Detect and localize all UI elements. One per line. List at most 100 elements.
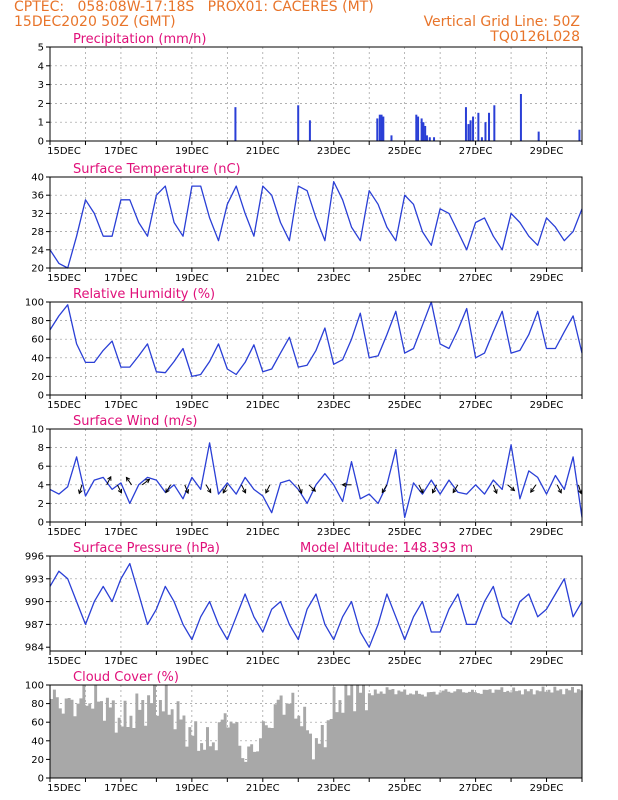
panel-rh: 0 20 40 60 80 100 15DEC 17DEC 19DEC 21DEC 23DEC 25D… <box>25 287 583 411</box>
wind-arrow-shaft <box>432 484 438 494</box>
header-grid-note: Vertical Grid Line: 50Z <box>423 14 580 30</box>
precip-bar <box>417 116 420 141</box>
x-tick-label: 25DEC <box>388 146 422 157</box>
panel-title: Relative Humidity (%) <box>73 287 215 302</box>
wind-arrow-head <box>206 488 212 494</box>
wind-arrow-shaft <box>530 484 537 493</box>
panel-title: Surface Temperature (nC) <box>73 162 241 177</box>
x-tick-label: 19DEC <box>175 400 209 411</box>
x-tick-label: 27DEC <box>459 527 493 538</box>
x-tick-label: 27DEC <box>459 146 493 157</box>
x-tick-label: 27DEC <box>459 783 493 794</box>
wind-arrow-shaft <box>265 484 271 494</box>
precip-bar <box>420 118 423 141</box>
wind-arrow-shaft <box>116 484 122 494</box>
y-tick-label: 20 <box>31 755 44 766</box>
wind-arrow-shaft <box>141 478 150 486</box>
panel-title: Surface Pressure (hPa) <box>73 541 220 556</box>
x-tick-label: 17DEC <box>104 783 138 794</box>
precip-bar <box>519 94 522 141</box>
x-tick-label: 17DEC <box>104 656 138 667</box>
precip-bar <box>537 131 540 141</box>
precip-bar <box>382 116 385 141</box>
x-tick-label: 25DEC <box>388 273 422 284</box>
x-tick-label: 19DEC <box>175 273 209 284</box>
x-tick-label: 29DEC <box>530 656 564 667</box>
wind-arrow-head <box>78 489 83 495</box>
panel-title: Surface Wind (m/s) <box>73 414 197 429</box>
x-tick-label: 19DEC <box>175 656 209 667</box>
panel-note: Model Altitude: 148.393 m <box>300 541 473 556</box>
cloud-cover-area <box>50 685 583 778</box>
x-tick-label: 15DEC <box>47 527 81 538</box>
wind-arrow-shaft <box>222 484 228 494</box>
wind-arrow-head <box>341 482 347 488</box>
precip-bar <box>428 137 431 141</box>
y-tick-label: 987 <box>25 620 44 631</box>
y-tick-label: 8 <box>38 443 44 454</box>
x-tick-label: 17DEC <box>104 400 138 411</box>
precip-bar <box>493 105 496 141</box>
y-tick-label: 4 <box>38 61 44 72</box>
wind-arrow-head <box>452 488 457 494</box>
x-tick-label: 25DEC <box>388 783 422 794</box>
x-tick-label: 17DEC <box>104 146 138 157</box>
wind-arrow-shaft <box>165 484 172 493</box>
header-line1: CPTEC: 058:08W-17:18S PROX01: CACERES (M… <box>14 0 374 15</box>
precip-bar <box>390 135 393 141</box>
wind-arrow <box>184 484 190 495</box>
wind-arrow-shaft <box>78 484 83 494</box>
y-tick-label: 6 <box>38 462 44 473</box>
y-tick-label: 100 <box>25 681 44 692</box>
precip-bar <box>488 112 491 141</box>
wind-arrow <box>507 484 516 492</box>
panel-precip: 0 1 2 3 4 5 15DEC 17DEC 19DEC 21DEC 23DEC 25DEC 27DE… <box>38 32 583 157</box>
wind-arrow-head <box>381 488 387 494</box>
y-tick-label: 60 <box>31 718 44 729</box>
x-tick-label: 21DEC <box>246 527 280 538</box>
y-tick-label: 24 <box>31 245 44 256</box>
panel-cloud: 0 20 40 60 80 100 15DEC 17DEC 19DEC 21DEC 23DEC 25D… <box>25 670 583 794</box>
wind-arrow <box>381 484 388 494</box>
y-tick-label: 10 <box>31 425 44 436</box>
x-tick-label: 17DEC <box>104 527 138 538</box>
wind-arrow-head <box>125 476 131 482</box>
wind-arrow-head <box>265 488 270 494</box>
y-tick-label: 2 <box>38 499 44 510</box>
y-tick-label: 40 <box>31 173 44 184</box>
wind-arrow-shaft <box>205 484 212 493</box>
plot-frame <box>49 684 583 779</box>
y-tick-label: 40 <box>31 353 44 364</box>
x-tick-label: 23DEC <box>317 656 351 667</box>
wind-arrow-shaft <box>297 484 303 494</box>
wind-arrow-shaft <box>507 484 515 491</box>
x-tick-label: 29DEC <box>530 146 564 157</box>
wind-arrow <box>297 484 303 495</box>
wind-arrow-head <box>530 488 535 494</box>
wind-arrow-shaft <box>241 484 246 494</box>
wind-arrow-shaft <box>106 476 112 486</box>
panel-title: Cloud Cover (%) <box>73 670 179 685</box>
y-tick-label: 984 <box>25 643 44 654</box>
wind-arrow-head <box>117 488 123 494</box>
x-tick-label: 15DEC <box>47 400 81 411</box>
y-tick-label: 990 <box>25 597 44 608</box>
precip-bar <box>234 107 237 141</box>
wind-line <box>49 442 583 519</box>
precip-bar <box>467 124 470 141</box>
wind-arrow-shaft <box>184 484 189 494</box>
plot-frame <box>49 555 583 652</box>
wind-arrow-shaft <box>308 484 316 492</box>
precip-bar <box>308 120 311 141</box>
y-tick-label: 80 <box>31 316 44 327</box>
wind-arrow-shaft <box>418 484 424 494</box>
x-tick-label: 25DEC <box>388 656 422 667</box>
x-tick-label: 21DEC <box>246 656 280 667</box>
wind-arrow <box>431 484 438 494</box>
y-tick-label: 4 <box>38 480 44 491</box>
plot-frame <box>49 176 583 269</box>
wind-arrow <box>165 484 172 494</box>
x-tick-label: 17DEC <box>104 273 138 284</box>
precip-bar <box>376 118 379 141</box>
